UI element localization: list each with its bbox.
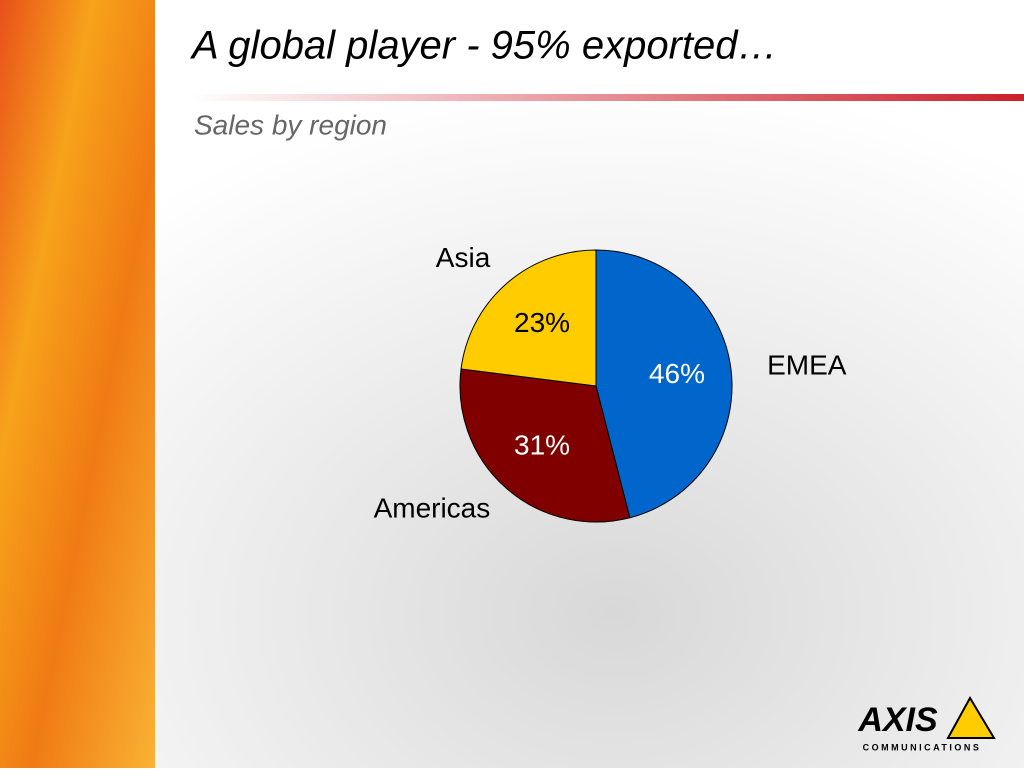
value-label: 23% [514, 307, 570, 338]
category-label: EMEA [767, 349, 847, 380]
pie-slice [459, 368, 631, 523]
title: A global player - 95% exported… [190, 24, 778, 68]
pie-slice [460, 249, 597, 387]
value-label: 46% [649, 358, 705, 389]
logo-triangle [946, 695, 996, 739]
pie: 46% EMEA 31% Americas 23% Asia [374, 242, 847, 524]
side-decoration [0, 0, 155, 768]
category-label: Asia [436, 242, 491, 273]
logo-tagline: COMMUNICATIONS [863, 742, 982, 752]
value-label: 31% [514, 430, 570, 461]
title-rule [190, 94, 1024, 101]
logo-name: AXIS [857, 701, 938, 739]
category-label: Americas [374, 493, 491, 524]
subtitle: Sales by region [194, 109, 387, 140]
pie-slice [595, 249, 733, 519]
